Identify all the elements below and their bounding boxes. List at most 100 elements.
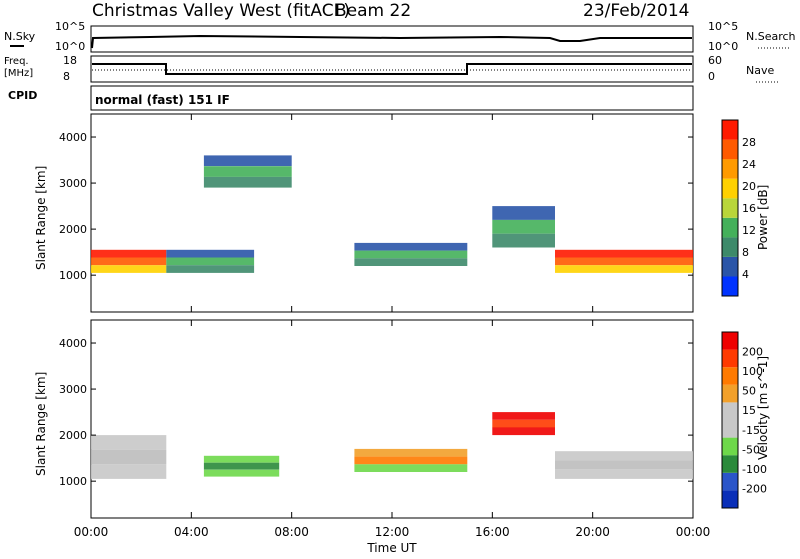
x-tick-label: 00:00 <box>676 525 711 539</box>
colorbar-tick-label: 4 <box>742 268 749 281</box>
nsky-line <box>91 34 692 49</box>
nave-label: Nave <box>746 64 774 77</box>
nsky-tick-bottom: 10^0 <box>55 40 85 53</box>
data-region-band <box>354 464 468 472</box>
data-region-band <box>166 257 255 266</box>
data-region-band <box>555 469 693 479</box>
colorbar-segment <box>722 384 738 403</box>
nsearch-label: N.Search <box>746 30 796 43</box>
cpid-label: CPID <box>8 89 37 102</box>
data-region-band <box>91 257 167 266</box>
colorbar-segment <box>722 420 738 438</box>
data-region-band <box>91 435 167 450</box>
power-colorbar-label: Power [dB] <box>756 185 770 250</box>
data-region-band <box>203 176 292 188</box>
colorbar-tick-label: 16 <box>742 202 756 215</box>
x-tick-label: 16:00 <box>475 525 510 539</box>
colorbar-segment <box>722 332 738 350</box>
data-region-band <box>203 166 292 177</box>
time-axis: 00:00 04:00 08:00 12:00 16:00 20:00 00:00 <box>74 114 711 539</box>
data-region-band <box>91 464 167 479</box>
data-region-band <box>555 249 693 258</box>
data-region-band <box>354 242 468 251</box>
xaxis-label: Time UT <box>366 541 417 554</box>
colorbar-segment <box>722 472 738 491</box>
data-region-band <box>203 455 280 463</box>
nsky-tick-top: 10^5 <box>55 20 85 33</box>
data-region-band <box>91 265 167 273</box>
power-y-ticks: 4000 3000 2000 1000 <box>59 131 693 282</box>
power-ylabel: Slant Range [km] <box>34 166 48 270</box>
y-tick-label: 2000 <box>59 429 87 442</box>
x-tick-label: 20:00 <box>575 525 610 539</box>
data-region-band <box>492 419 555 428</box>
nave-tick-bottom: 0 <box>708 70 715 83</box>
colorbar-segment <box>722 237 738 257</box>
colorbar-segment <box>722 437 738 456</box>
colorbar-tick-label: 15 <box>742 404 756 417</box>
y-tick-label: 4000 <box>59 131 87 144</box>
colorbar-tick-label: 100 <box>742 365 763 378</box>
data-region-band <box>492 427 555 436</box>
freq-panel: Freq. [MHz] 18 8 60 0 Nave <box>4 54 780 83</box>
x-tick-label: 04:00 <box>174 525 209 539</box>
cpid-panel: CPID normal (fast) 151 IF <box>8 85 694 111</box>
colorbar-frame <box>721 331 739 509</box>
power-data-layer <box>91 155 693 273</box>
colorbar-segment <box>722 455 738 473</box>
colorbar-frame <box>721 119 739 297</box>
velocity-data-layer <box>91 412 693 479</box>
y-tick-label: 3000 <box>59 177 87 190</box>
freq-tick-bottom: 8 <box>63 70 70 83</box>
data-region-band <box>203 469 280 477</box>
colorbar-tick-label: -50 <box>742 443 760 456</box>
y-tick-label: 3000 <box>59 383 87 396</box>
velocity-colorbar-label: Velocity [m s^-1] <box>756 356 770 460</box>
data-region-band <box>203 155 292 167</box>
data-region-band <box>354 250 468 259</box>
freq-unit: [MHz] <box>4 68 33 79</box>
nave-tick-top: 60 <box>708 54 722 67</box>
y-tick-label: 2000 <box>59 223 87 236</box>
colorbar-segment <box>722 178 738 199</box>
colorbar-tick-label: 8 <box>742 246 749 259</box>
colorbar-segment <box>722 256 738 277</box>
x-tick-label: 08:00 <box>274 525 309 539</box>
colorbar-segment <box>722 490 738 508</box>
data-region-band <box>492 219 555 234</box>
y-tick-label: 1000 <box>59 269 87 282</box>
nsky-label: N.Sky <box>4 30 36 43</box>
colorbar-segment <box>722 198 738 218</box>
freq-line <box>92 63 692 75</box>
data-region-band <box>203 462 280 470</box>
data-region-band <box>91 249 167 258</box>
colorbar-segment <box>722 139 738 160</box>
velocity-ylabel: Slant Range [km] <box>34 372 48 476</box>
data-region-band <box>555 257 693 266</box>
data-region-band <box>555 460 693 470</box>
velocity-y-ticks: 4000 3000 2000 1000 <box>59 337 693 488</box>
colorbar-tick-label: 12 <box>742 224 756 237</box>
colorbar-tick-label: 24 <box>742 158 756 171</box>
power-panel: Slant Range [km] 4000 3000 2000 1000 28 24 20… <box>34 113 770 313</box>
data-region-band <box>354 456 468 465</box>
colorbar-tick-label: -15 <box>742 424 760 437</box>
velocity-colorbar: 200 100 50 15 -15 -50 -100 -200 <box>721 331 767 509</box>
data-region-band <box>354 258 468 266</box>
colorbar-tick-label: 28 <box>742 136 756 149</box>
nsearch-tick-bottom: 10^0 <box>708 40 738 53</box>
nsearch-tick-top: 10^5 <box>708 20 738 33</box>
data-region-band <box>492 412 555 420</box>
y-tick-label: 4000 <box>59 337 87 350</box>
data-region-band <box>492 206 555 220</box>
y-tick-label: 1000 <box>59 475 87 488</box>
freq-tick-top: 18 <box>63 54 77 67</box>
beam-label: Beam 22 <box>335 1 411 21</box>
velocity-panel: Slant Range [km] 4000 3000 2000 1000 200 100… <box>34 319 770 519</box>
nsky-panel: N.Sky 10^5 10^0 10^5 10^0 N.Search <box>4 20 796 53</box>
colorbar-tick-label: 200 <box>742 346 763 359</box>
colorbar-tick-label: -200 <box>742 482 767 495</box>
plot-title: Christmas Valley West (fitACF) <box>92 1 350 21</box>
freq-label: Freq. <box>4 56 29 67</box>
